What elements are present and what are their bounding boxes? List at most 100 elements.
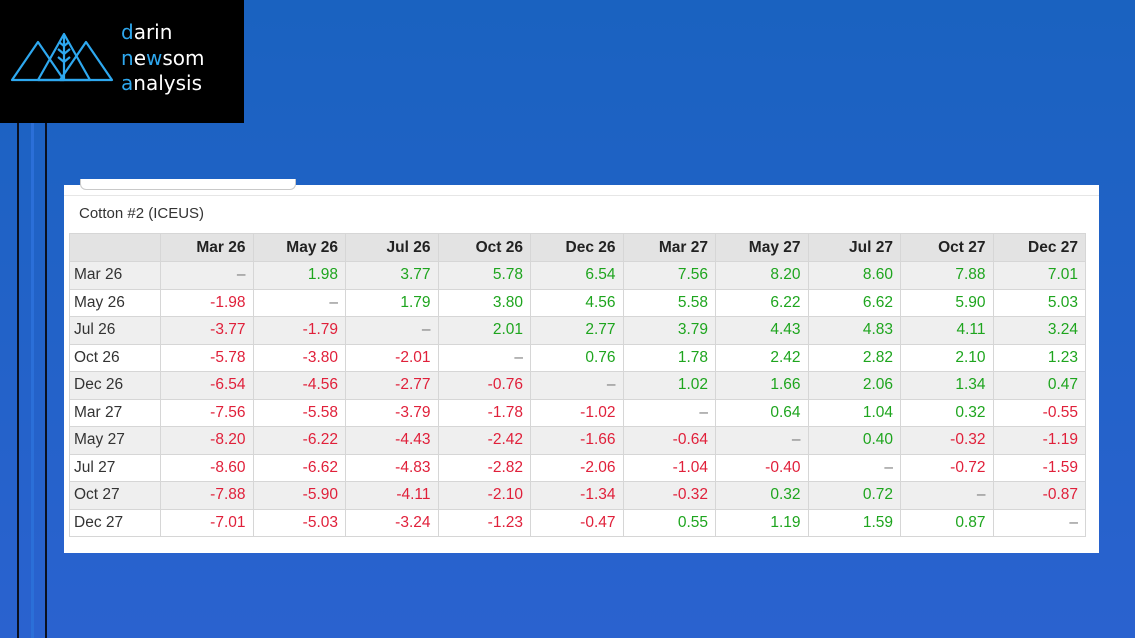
row-label: Dec 26 [69,371,161,400]
spread-cell: 1.59 [807,508,901,537]
column-header: Jul 26 [345,233,439,262]
spread-cell: -0.55 [992,398,1086,427]
spread-cell: 7.88 [900,261,994,290]
mountain-wheat-icon [10,32,114,82]
spread-cell: -7.88 [160,481,254,510]
spread-cell: -1.02 [530,398,624,427]
spread-cell: -2.82 [437,453,531,482]
spread-cell: – [530,371,624,400]
spread-cell: -3.24 [345,508,439,537]
spread-cell: – [992,508,1086,537]
spread-cell: 0.32 [715,481,809,510]
spread-cell: 1.34 [900,371,994,400]
spread-cell: -2.06 [530,453,624,482]
spread-cell: 6.62 [807,288,901,317]
row-label: Oct 26 [69,343,161,372]
brand-text: arin [133,20,173,44]
dropdown-tab[interactable] [80,179,296,190]
spread-panel: Cotton #2 (ICEUS) Mar 26 May 26 Jul 26 Oct … [64,179,1099,553]
column-header: Oct 26 [437,233,531,262]
spread-cell: 1.19 [715,508,809,537]
panel-title: Cotton #2 (ICEUS) [79,205,205,222]
spread-cell: 3.79 [622,316,716,345]
spread-cell: -0.64 [622,426,716,455]
brand-accent: d [121,20,134,44]
spread-cell: 8.20 [715,261,809,290]
spread-cell: – [807,453,901,482]
spread-cell: -4.56 [252,371,346,400]
spread-cell: -2.10 [437,481,531,510]
spread-cell: 2.06 [807,371,901,400]
spread-cell: -1.66 [530,426,624,455]
spread-cell: 6.22 [715,288,809,317]
spread-cell: -4.83 [345,453,439,482]
spread-cell: 2.10 [900,343,994,372]
spread-cell: -2.42 [437,426,531,455]
spread-cell: – [345,316,439,345]
spread-cell: 1.23 [992,343,1086,372]
spread-cell: 4.43 [715,316,809,345]
row-label: Jul 27 [69,453,161,482]
table-row: May 26 -1.98–1.79 3.80 4.56 5.58 6.22 6.62 5.90… [69,288,1086,317]
spread-cell: 5.78 [437,261,531,290]
row-label: Dec 27 [69,508,161,537]
spread-cell: -0.72 [900,453,994,482]
brand-accent: w [146,45,163,70]
spread-cell: -0.40 [715,453,809,482]
row-label: Jul 26 [69,316,161,345]
spread-cell: -2.01 [345,343,439,372]
spread-cell: 1.66 [715,371,809,400]
spread-cell: – [622,398,716,427]
brand-text: nalysis [133,71,202,95]
spread-cell: -4.11 [345,481,439,510]
spread-cell: -5.90 [252,481,346,510]
spread-cell: 1.79 [345,288,439,317]
row-label: May 27 [69,426,161,455]
spread-cell: -1.23 [437,508,531,537]
table-row: Mar 27 -7.56 -5.58 -3.79 -1.78 -1.02–0.64 1.04… [69,398,1086,427]
table-row: Jul 27 -8.60 -6.62 -4.83 -2.82 -2.06 -1.04 -0.4… [69,453,1086,482]
spread-cell: -1.19 [992,426,1086,455]
table-row: Jul 26 -3.77 -1.79–2.01 2.77 3.79 4.43 4.83 4.1… [69,316,1086,345]
spread-cell: 2.01 [437,316,531,345]
spread-cell: – [900,481,994,510]
row-label: Mar 27 [69,398,161,427]
decor-line [31,123,34,638]
row-label: May 26 [69,288,161,317]
spread-cell: 2.42 [715,343,809,372]
spread-cell: 7.01 [992,261,1086,290]
spread-cell: -1.98 [160,288,254,317]
spread-cell: -8.60 [160,453,254,482]
spread-cell: -1.78 [437,398,531,427]
spread-cell: 3.80 [437,288,531,317]
spread-cell: -1.59 [992,453,1086,482]
table-row: May 27 -8.20 -6.22 -4.43 -2.42 -1.66 -0.64–0.4… [69,426,1086,455]
spread-cell: – [160,261,254,290]
spread-cell: -5.03 [252,508,346,537]
brand-logo: darin newsom analysis [0,0,244,123]
spread-cell: -0.76 [437,371,531,400]
table-header-row: Mar 26 May 26 Jul 26 Oct 26 Dec 26 Mar 27 May … [69,233,1086,262]
spread-cell: -7.01 [160,508,254,537]
spread-cell: 5.03 [992,288,1086,317]
spread-cell: -3.80 [252,343,346,372]
column-header: Oct 27 [900,233,994,262]
spread-cell: 0.32 [900,398,994,427]
decor-line [45,123,47,638]
spread-cell: 1.98 [252,261,346,290]
spread-cell: -0.87 [992,481,1086,510]
spread-cell: 0.87 [900,508,994,537]
spread-cell: 0.40 [807,426,901,455]
spread-cell: -1.34 [530,481,624,510]
column-header: Mar 27 [622,233,716,262]
table-row: Oct 26 -5.78 -3.80 -2.01–0.76 1.78 2.42 2.82 2.… [69,343,1086,372]
spread-cell: -4.43 [345,426,439,455]
row-label: Mar 26 [69,261,161,290]
spread-cell: 7.56 [622,261,716,290]
spread-cell: 3.77 [345,261,439,290]
column-header: Dec 27 [992,233,1086,262]
divider [64,195,1099,196]
brand-text: e [133,45,146,70]
table-row: Dec 26 -6.54 -4.56 -2.77 -0.76–1.02 1.66 2.06 1… [69,371,1086,400]
brand-accent: n [121,45,134,70]
